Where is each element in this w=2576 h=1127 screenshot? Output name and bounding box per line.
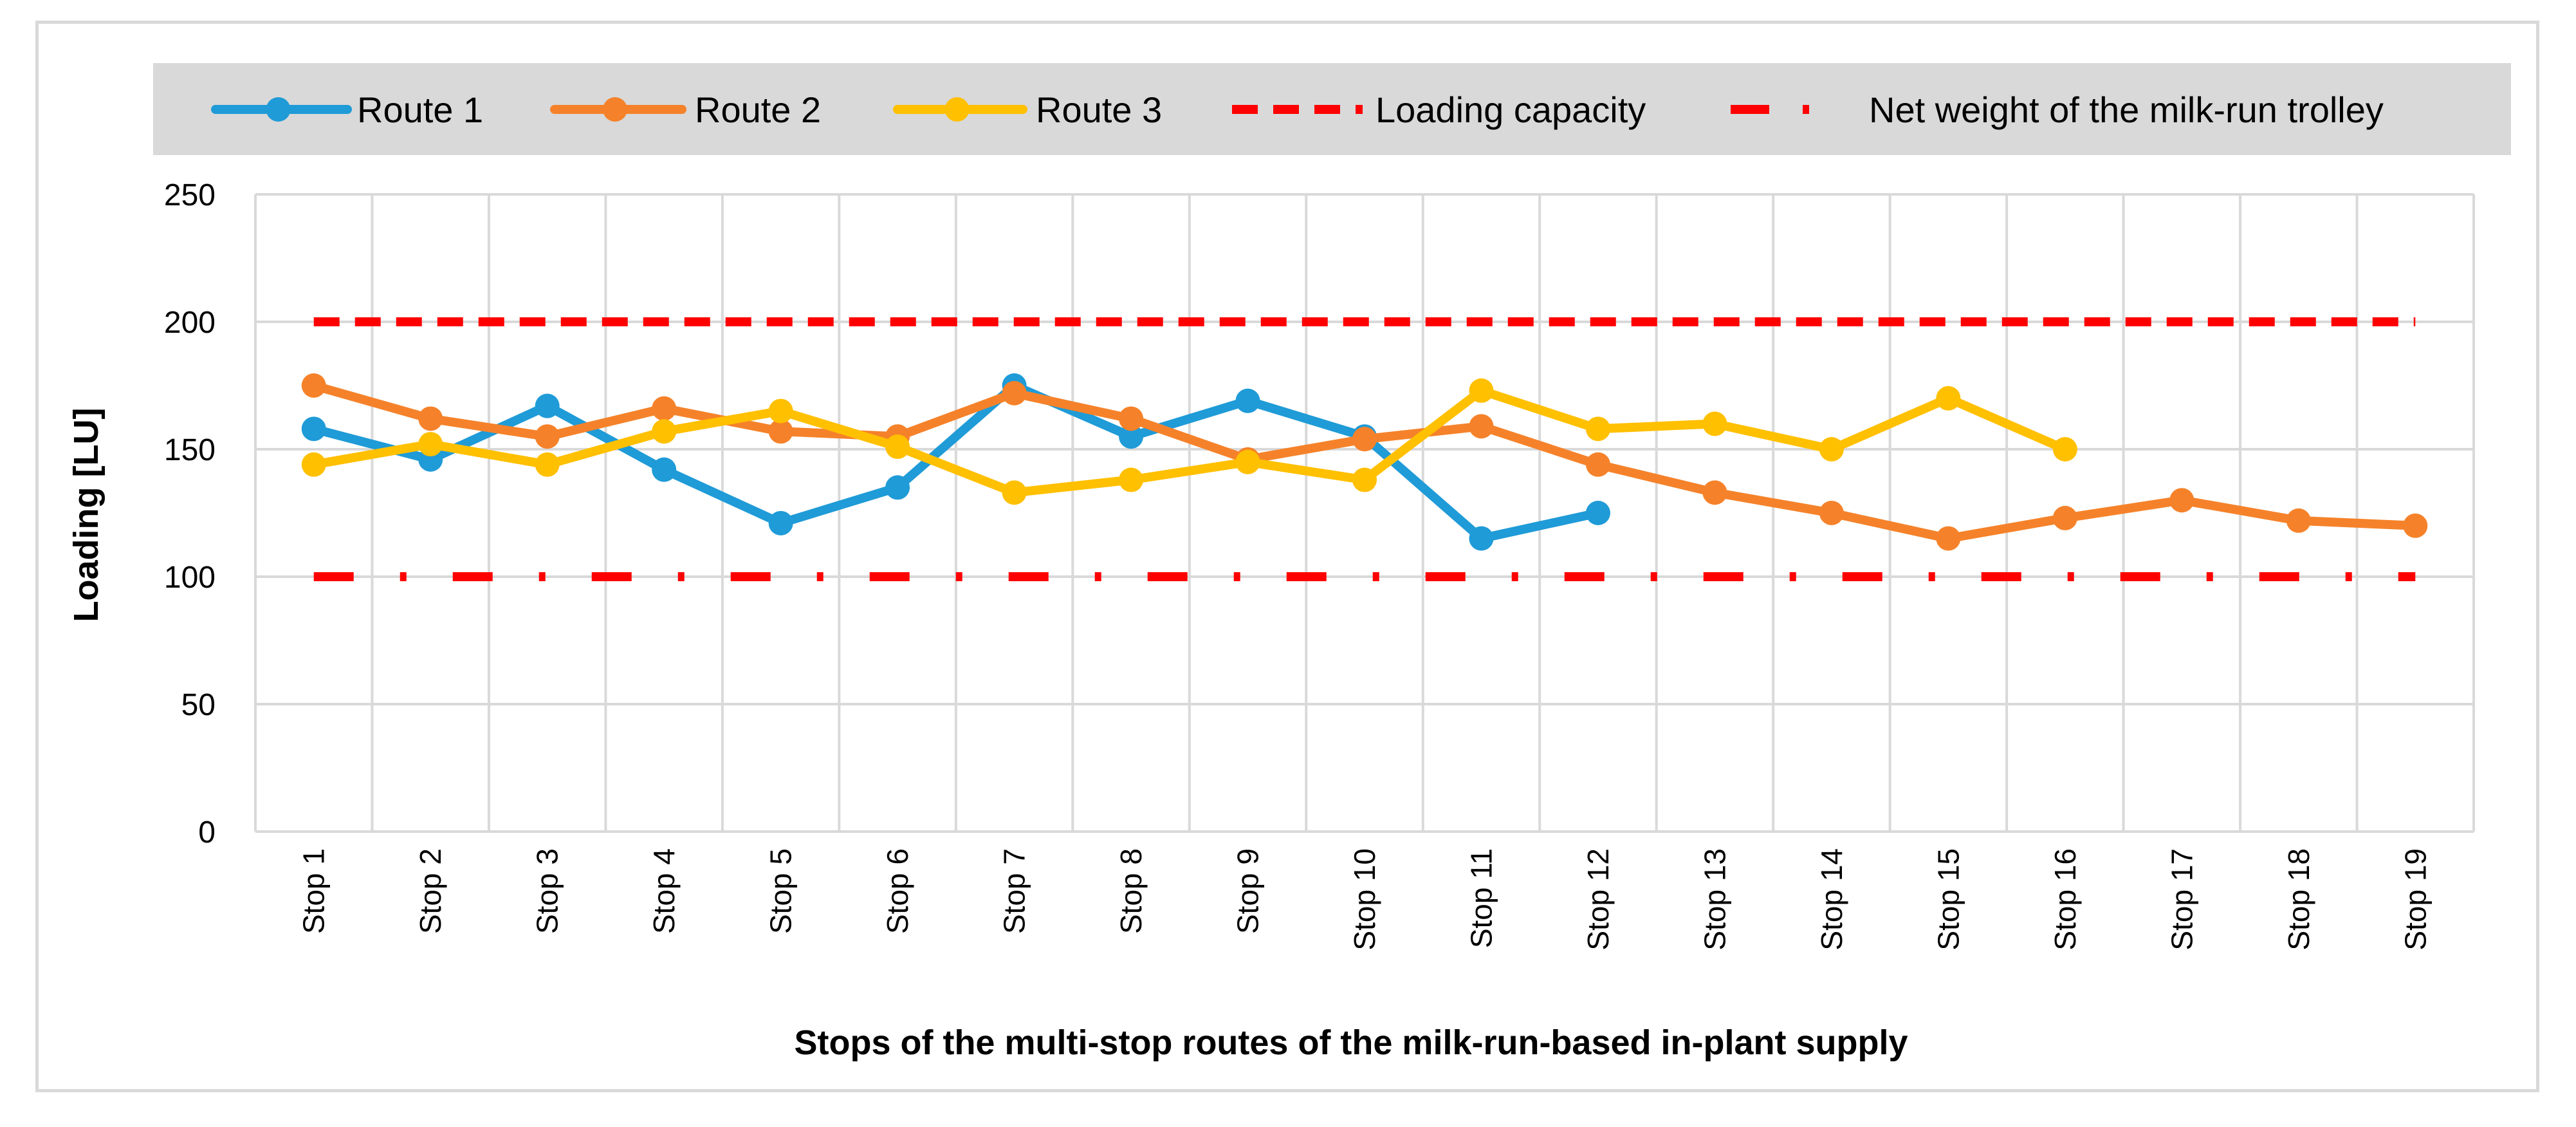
x-axis-label: Stops of the multi-stop routes of the mi… [794, 1023, 1908, 1062]
data-point [535, 424, 560, 449]
data-point [1119, 467, 1144, 492]
legend-label: Net weight of the milk-run trolley [1869, 89, 2384, 130]
y-tick-label: 50 [181, 688, 216, 722]
data-point [885, 475, 910, 500]
legend-label: Loading capacity [1375, 89, 1646, 130]
x-tick-label: Stop 2 [414, 848, 447, 934]
chart-frame [35, 21, 2539, 1092]
data-point [535, 393, 560, 418]
data-point [535, 452, 560, 477]
data-point [1702, 411, 1727, 436]
data-point [2052, 505, 2077, 530]
data-point [652, 419, 677, 444]
data-point [1819, 437, 1844, 461]
data-point [1936, 386, 1961, 411]
x-tick-label: Stop 8 [1114, 848, 1148, 934]
legend-item-route-3: Route 3 [893, 89, 1162, 130]
data-point [301, 373, 326, 398]
x-tick-label: Stop 13 [1698, 848, 1731, 951]
y-axis-label: Loading [LU] [67, 408, 106, 622]
x-tick-label: Stop 11 [1464, 848, 1498, 948]
data-point [768, 419, 793, 444]
legend-item-route-2: Route 2 [550, 89, 821, 130]
x-tick-label: Stop 9 [1231, 848, 1265, 934]
series-route-3 [301, 378, 2077, 505]
data-point [2052, 437, 2077, 461]
x-tick-label: Stop 7 [998, 848, 1031, 934]
data-point [1469, 378, 1494, 403]
data-point [301, 452, 326, 477]
data-point [1469, 526, 1494, 551]
x-tick-label: Stop 19 [2398, 848, 2432, 951]
data-point [301, 416, 326, 442]
data-point [1585, 416, 1610, 442]
x-tick-label: Stop 3 [531, 848, 564, 934]
data-point [1119, 406, 1144, 431]
y-tick-label: 0 [198, 815, 216, 850]
series-line [309, 381, 1603, 543]
data-point [885, 434, 910, 460]
data-point [1235, 388, 1260, 413]
data-point [418, 432, 443, 457]
data-point [768, 398, 793, 424]
data-point [1002, 380, 1027, 405]
legend-marker [266, 97, 291, 122]
x-tick-label: Stop 12 [1581, 848, 1615, 951]
x-tick-label: Stop 6 [881, 848, 914, 934]
series-route-2 [301, 373, 2428, 551]
data-point [2286, 508, 2311, 533]
data-point [768, 510, 793, 536]
data-point [1352, 467, 1377, 492]
x-tick-label: Stop 18 [2282, 848, 2315, 951]
legend-marker [944, 97, 970, 122]
y-tick-label: 100 [164, 561, 216, 595]
series-line [309, 386, 2070, 498]
y-tick-label: 200 [164, 306, 216, 340]
data-series [301, 373, 2428, 551]
x-tick-label: Stop 17 [2165, 848, 2198, 951]
plot-grid [254, 193, 2475, 833]
legend-item-net-weight-of-the-milk-run-trolley: Net weight of the milk-run trolley [1731, 89, 2384, 130]
x-axis-ticks: Stop 1 Stop 2 Stop 3 Stop 4 Stop 5 Stop 6 Stop… [297, 848, 2433, 951]
reference-lines [313, 317, 2416, 581]
y-tick-label: 250 [164, 178, 216, 212]
x-tick-label: Stop 10 [1348, 848, 1381, 951]
y-tick-label: 150 [164, 433, 216, 467]
data-point [1936, 526, 1961, 551]
legend-item-loading-capacity: Loading capacity [1232, 89, 1646, 130]
data-point [1119, 424, 1144, 449]
data-point [652, 396, 677, 421]
data-point [1702, 480, 1727, 505]
x-tick-label: Stop 16 [2048, 848, 2082, 951]
data-point [1585, 501, 1610, 525]
x-tick-label: Stop 15 [1931, 848, 1965, 951]
legend-label: Route 1 [357, 89, 483, 130]
data-point [1352, 427, 1377, 452]
data-point [418, 406, 443, 431]
legend-label: Route 3 [1036, 89, 1162, 130]
x-tick-label: Stop 5 [764, 848, 798, 934]
x-tick-label: Stop 4 [647, 848, 681, 934]
data-point [1002, 480, 1027, 505]
data-point [1469, 414, 1494, 439]
data-point [2403, 513, 2428, 538]
data-point [1585, 452, 1610, 477]
data-point [2169, 488, 2194, 513]
legend-item-route-1: Route 1 [211, 89, 483, 130]
x-tick-label: Stop 14 [1815, 848, 1848, 951]
data-point [652, 457, 677, 482]
series-line [309, 381, 2420, 543]
y-axis-ticks: 0 50 100 150 200 250 [164, 178, 216, 850]
legend-marker [603, 97, 627, 122]
x-tick-label: Stop 1 [297, 848, 331, 934]
data-point [1819, 501, 1844, 525]
legend-label: Route 2 [695, 89, 821, 130]
data-point [1235, 449, 1260, 474]
legend: Route 1 Route 2 Route 3 Loading capacity Net… [211, 89, 2384, 130]
